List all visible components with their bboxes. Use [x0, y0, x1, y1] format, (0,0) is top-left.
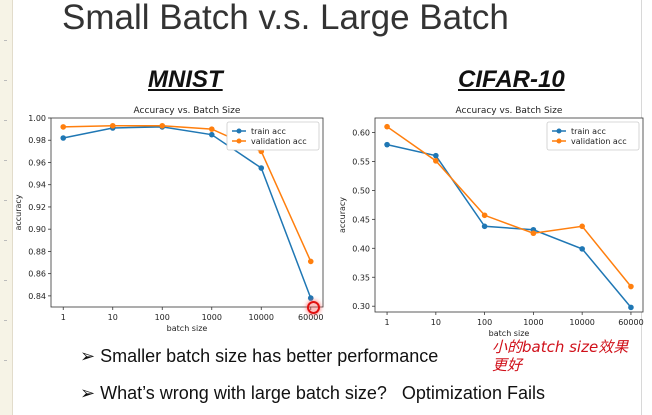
- x-tick-label: 10000: [569, 318, 594, 327]
- y-tick-label: 0.98: [28, 136, 46, 145]
- bullet-arrow-icon: ➢: [80, 346, 96, 366]
- y-tick-label: 0.88: [28, 247, 46, 256]
- y-tick-label: 0.50: [352, 186, 370, 195]
- data-point: [433, 158, 439, 164]
- y-tick-label: 0.84: [28, 292, 46, 301]
- legend-marker: [236, 128, 242, 134]
- y-tick-label: 0.45: [352, 215, 370, 224]
- y-tick-label: 1.00: [28, 114, 46, 123]
- legend-label: validation acc: [571, 137, 627, 146]
- x-tick-label: 100: [477, 318, 492, 327]
- mnist-heading: MNIST: [148, 66, 223, 93]
- data-point: [109, 122, 116, 129]
- x-axis-label: batch size: [489, 329, 530, 338]
- legend-box: [226, 121, 320, 151]
- legend-box: [546, 121, 640, 151]
- handwritten-note: 小的batch size效果更好: [492, 338, 629, 374]
- legend-marker: [236, 138, 242, 144]
- y-tick-label: 0.92: [28, 203, 46, 212]
- y-tick-label: 0.40: [352, 244, 370, 253]
- legend-label: validation acc: [251, 137, 307, 146]
- data-point: [579, 223, 585, 230]
- data-point: [481, 223, 488, 230]
- x-tick-label: 60000: [618, 318, 643, 327]
- data-point: [433, 152, 439, 159]
- data-point: [208, 126, 215, 132]
- data-point: [481, 212, 488, 219]
- slide-title: Small Batch v.s. Large Batch: [62, 0, 509, 37]
- legend-label: train acc: [571, 127, 606, 136]
- legend-marker: [556, 128, 562, 134]
- series-line-train: [386, 143, 632, 308]
- x-tick-label: 60000: [298, 313, 323, 322]
- y-tick-label: 0.55: [352, 157, 370, 166]
- data-point: [530, 230, 537, 237]
- y-tick-label: 0.35: [352, 273, 370, 282]
- data-point: [628, 304, 634, 311]
- y-axis-label: accuracy: [338, 197, 347, 233]
- data-point: [579, 246, 585, 252]
- y-tick-label: 0.94: [28, 181, 46, 190]
- data-point: [384, 141, 390, 148]
- y-tick-label: 0.90: [28, 225, 46, 234]
- x-tick-label: 1000: [202, 313, 222, 322]
- legend-marker: [556, 138, 562, 144]
- y-axis-label: accuracy: [14, 194, 23, 230]
- y-tick-label: 0.96: [28, 158, 46, 167]
- legend-label: train acc: [251, 127, 286, 136]
- bullet-1: ➢ Smaller batch size has better performa…: [80, 346, 438, 367]
- x-axis-label: batch size: [167, 324, 208, 333]
- series-line-train: [63, 126, 312, 299]
- y-tick-label: 0.30: [352, 302, 370, 311]
- x-tick-label: 10: [431, 318, 441, 327]
- slide-thumbnail-strip: [0, 0, 13, 415]
- y-tick-label: 0.60: [352, 128, 370, 137]
- pointer-cursor: [307, 301, 320, 314]
- data-point: [307, 295, 314, 301]
- cifar-chart: Accuracy vs. Batch Size 0.30 0.35 0.40 0.45 0…: [338, 106, 644, 338]
- cifar-heading: CIFAR-10: [458, 66, 565, 93]
- data-point: [384, 123, 390, 130]
- bullet-1-text: Smaller batch size has better performanc…: [100, 346, 439, 366]
- x-tick-label: 10: [108, 313, 118, 322]
- bullet-2: ➢ What’s wrong with large batch size? Op…: [80, 383, 545, 404]
- data-point: [159, 122, 166, 129]
- x-tick-label: 10000: [249, 313, 274, 322]
- x-tick-label: 1: [61, 313, 66, 322]
- x-tick-label: 1000: [523, 318, 543, 327]
- data-point: [60, 124, 67, 130]
- y-tick-label: 0.86: [28, 270, 46, 279]
- data-point: [307, 258, 314, 265]
- x-tick-label: 1: [385, 318, 390, 327]
- data-point: [258, 165, 265, 171]
- data-point: [60, 135, 67, 141]
- bullet-arrow-icon: ➢: [80, 383, 96, 403]
- chart-title: Accuracy vs. Batch Size: [456, 106, 563, 116]
- series-line-validation: [63, 125, 312, 262]
- chart-title: Accuracy vs. Batch Size: [134, 106, 241, 116]
- data-point: [208, 131, 215, 138]
- series-line-validation: [386, 126, 632, 287]
- mnist-chart: Accuracy vs. Batch Size 0.84 0.86 0.88 0.90 0…: [14, 106, 323, 333]
- data-point: [628, 283, 634, 290]
- x-tick-label: 100: [155, 313, 170, 322]
- bullet-2-text: What’s wrong with large batch size? Opti…: [100, 383, 545, 403]
